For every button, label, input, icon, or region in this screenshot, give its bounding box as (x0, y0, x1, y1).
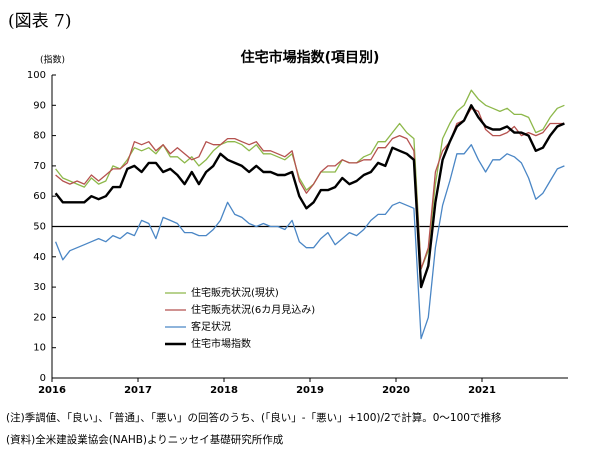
y-tick-label: 20 (33, 312, 46, 323)
series-line (55, 89, 565, 270)
x-tick-label: 2021 (468, 385, 496, 396)
y-tick-label: 100 (27, 70, 46, 81)
note: (資料)全米建設業協会(NAHB)よりニッセイ基礎研究所作成 (6, 433, 284, 446)
y-tick-label: 90 (33, 100, 46, 111)
legend-label: 客足状況 (191, 320, 231, 333)
legend-label: 住宅市場指数 (191, 337, 251, 350)
legend-label: 住宅販売状況(現状) (191, 286, 279, 299)
x-tick-label: 2019 (296, 385, 324, 396)
y-tick-label: 70 (33, 161, 46, 172)
chart-title: 住宅市場指数(項目別) (241, 49, 380, 66)
y-tick-label: 50 (33, 222, 46, 233)
x-tick-label: 2018 (210, 385, 238, 396)
x-tick-label: 2016 (38, 385, 66, 396)
x-tick-label: 2020 (382, 385, 410, 396)
y-tick-label: 30 (33, 282, 46, 293)
x-tick-label: 2017 (124, 385, 152, 396)
y-tick-label: 40 (33, 252, 46, 263)
y-axis-label: (指数) (40, 54, 65, 66)
legend-label: 住宅販売状況(6カ月見込み) (191, 303, 315, 316)
series-line (55, 107, 565, 270)
figure-label: (図表 7) (8, 12, 71, 32)
note: (注)季調値、「良い」、「普通」、「悪い」の回答のうち、(「良い」-「悪い」+1… (6, 411, 502, 424)
y-tick-label: 0 (40, 373, 46, 384)
y-tick-label: 10 (33, 343, 46, 354)
y-tick-label: 60 (33, 191, 46, 202)
y-tick-label: 80 (33, 131, 46, 142)
series-line (54, 104, 565, 289)
series-line (54, 144, 565, 340)
